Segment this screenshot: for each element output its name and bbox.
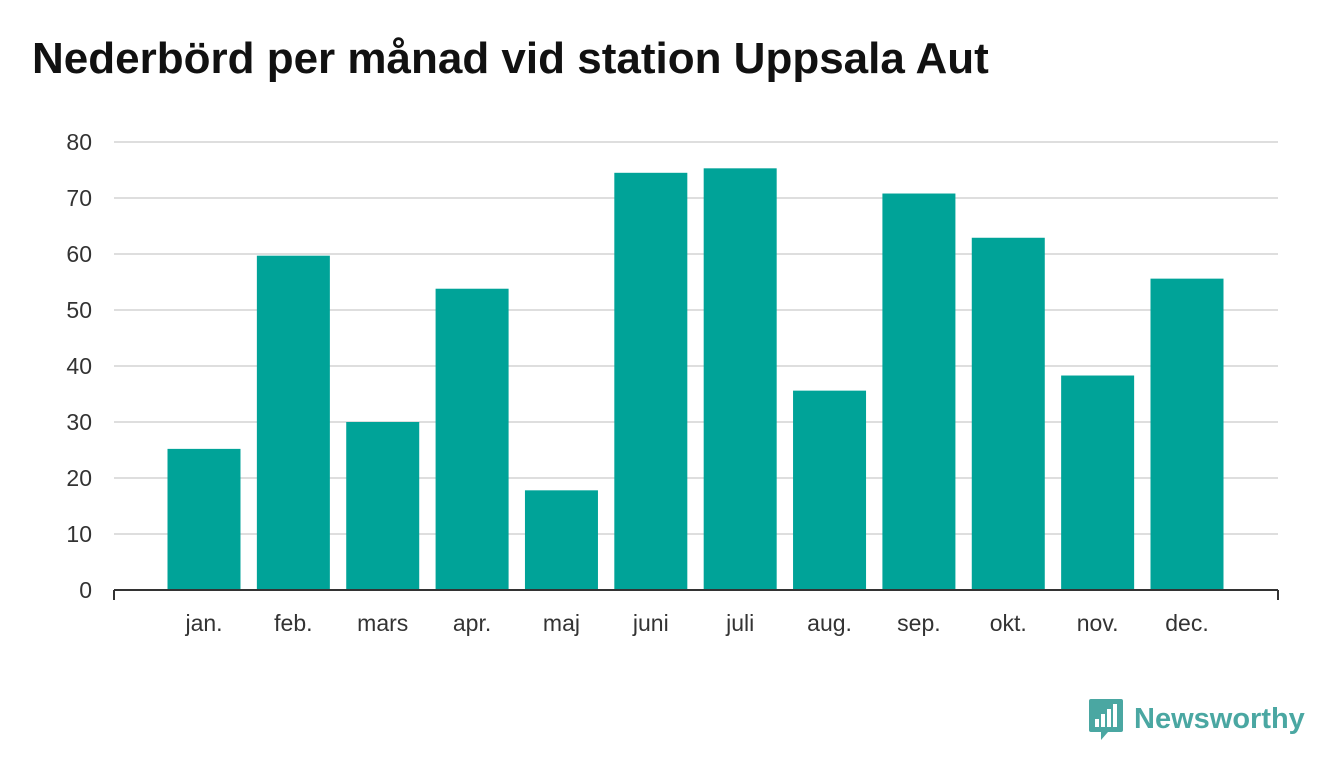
y-tick-label: 10 <box>66 521 92 547</box>
bar <box>524 490 598 590</box>
x-tick-label: mars <box>357 610 408 636</box>
brand-name: Newsworthy <box>1134 702 1305 735</box>
y-tick-label: 80 <box>66 129 92 155</box>
x-tick-label: maj <box>543 610 580 636</box>
y-tick-label: 40 <box>66 353 92 379</box>
y-tick-label: 60 <box>66 241 92 267</box>
x-tick-label: nov. <box>1077 610 1119 636</box>
x-tick-label: dec. <box>1165 610 1208 636</box>
bar <box>167 448 241 590</box>
y-tick-label: 50 <box>66 297 92 323</box>
bar-chart-speech-bubble-icon <box>1089 699 1123 740</box>
x-axis <box>113 589 1279 600</box>
x-tick-label: juli <box>725 610 754 636</box>
x-tick-label: okt. <box>990 610 1027 636</box>
x-tick-label: sep. <box>897 610 940 636</box>
newsworthy-logo: Newsworthy <box>1088 697 1305 741</box>
bar <box>256 255 330 590</box>
x-tick-label: apr. <box>453 610 491 636</box>
bar <box>1061 375 1135 590</box>
bar <box>1150 278 1224 590</box>
x-tick-label: juni <box>632 610 669 636</box>
bar <box>703 168 777 590</box>
chart-title: Nederbörd per månad vid station Uppsala … <box>32 34 989 83</box>
x-tick-label: aug. <box>807 610 852 636</box>
y-tick-label: 70 <box>66 185 92 211</box>
bar <box>346 422 420 590</box>
bar <box>793 390 867 590</box>
bars <box>167 168 1224 591</box>
bar <box>614 172 688 591</box>
bar <box>435 288 509 590</box>
bar <box>971 237 1045 590</box>
x-tick-label: jan. <box>184 610 222 636</box>
x-tick-label: feb. <box>274 610 312 636</box>
x-tick-labels: jan. feb. mars apr. maj juni juli aug. sep. okt. n… <box>184 610 1208 636</box>
y-tick-label: 20 <box>66 465 92 491</box>
bar <box>882 193 956 590</box>
y-tick-labels: 0 10 20 30 40 50 60 70 80 <box>66 129 92 603</box>
y-tick-label: 30 <box>66 409 92 435</box>
y-tick-label: 0 <box>79 577 92 603</box>
